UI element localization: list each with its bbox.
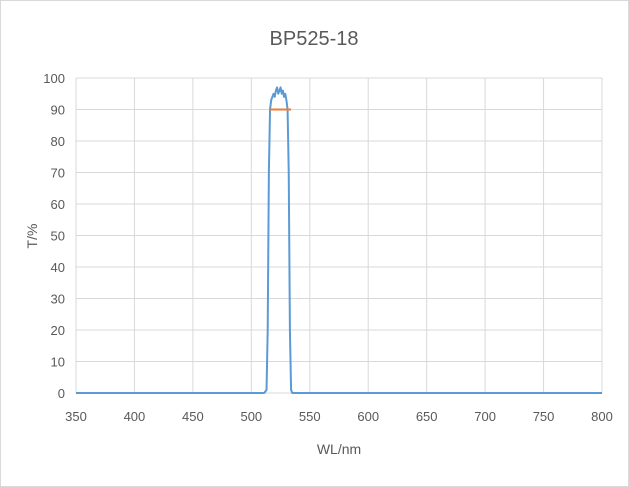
x-tick-label: 600 (357, 409, 379, 424)
x-tick-label: 700 (474, 409, 496, 424)
y-tick-label: 40 (51, 260, 65, 275)
chart-title: BP525-18 (270, 28, 359, 50)
x-tick-label: 450 (182, 409, 204, 424)
series-line-1 (76, 86, 602, 394)
y-tick-label: 30 (51, 292, 65, 307)
x-tick-label: 750 (533, 409, 555, 424)
x-tick-label: 500 (240, 409, 262, 424)
y-tick-label: 60 (51, 197, 65, 212)
y-tick-label: 80 (51, 134, 65, 149)
x-tick-label: 400 (124, 409, 146, 424)
y-axis-ticks: 0 10 20 30 40 50 60 70 80 90 100 (43, 71, 65, 401)
x-axis-label: WL/nm (317, 441, 361, 457)
y-tick-label: 10 (51, 355, 65, 370)
x-tick-label: 550 (299, 409, 321, 424)
y-tick-label: 50 (51, 229, 65, 244)
y-tick-label: 100 (43, 71, 65, 86)
x-axis-ticks: 350 400 450 500 550 600 650 700 750 800 (65, 409, 613, 424)
series-group (76, 86, 602, 394)
y-tick-label: 0 (58, 386, 65, 401)
y-tick-label: 90 (51, 103, 65, 118)
x-tick-label: 800 (591, 409, 613, 424)
y-axis-label: T/% (24, 224, 40, 249)
y-tick-label: 20 (51, 323, 65, 338)
grid (75, 77, 603, 394)
y-tick-label: 70 (51, 166, 65, 181)
x-tick-label: 350 (65, 409, 87, 424)
x-tick-label: 650 (416, 409, 438, 424)
